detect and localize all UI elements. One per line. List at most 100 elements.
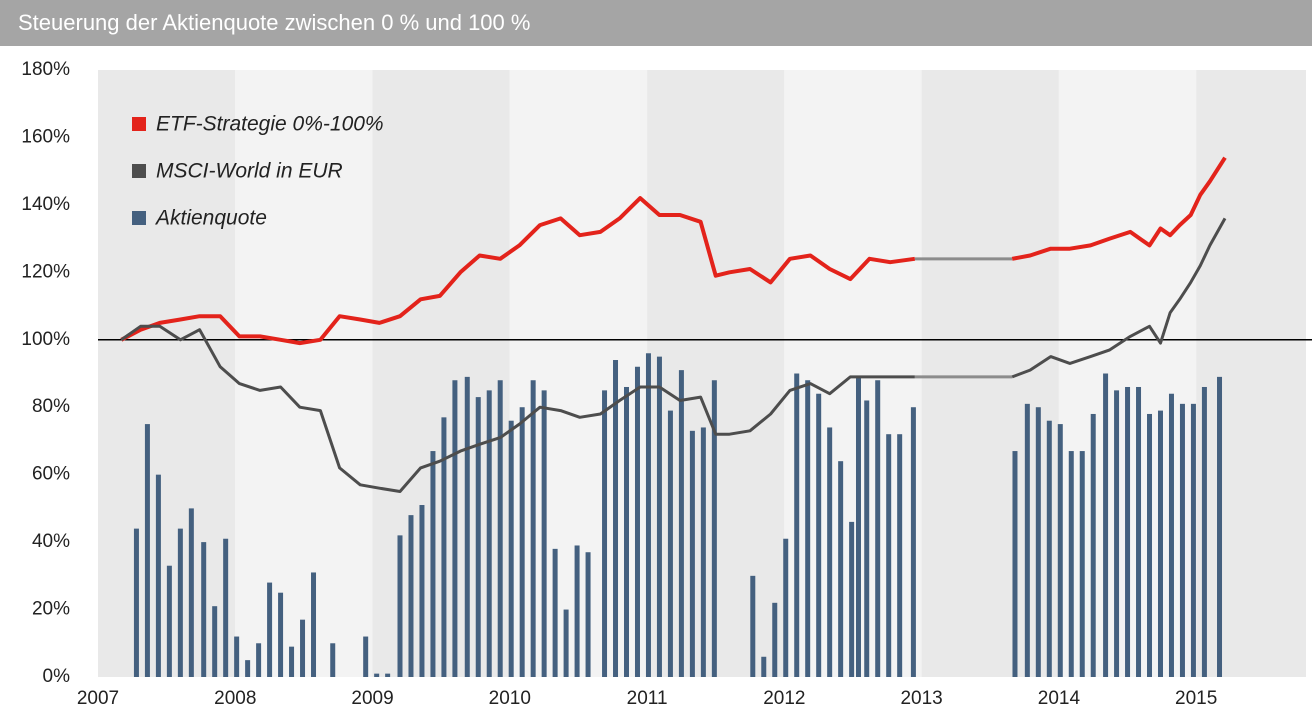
bar [849,521,855,677]
line [120,324,915,493]
line [1011,217,1227,379]
legend-swatch [132,164,146,178]
line [1011,156,1227,261]
bar [155,474,161,677]
bar [166,565,172,677]
bar [1012,451,1018,677]
bar [330,643,336,677]
bar [563,609,569,677]
bar [634,366,640,677]
bar [133,528,139,677]
bar [475,397,481,677]
bar [267,582,273,677]
bar [188,508,194,677]
bar [201,542,207,677]
bar [1114,390,1120,677]
line [120,196,916,346]
bar [1157,410,1163,677]
bar [541,390,547,677]
y-tick-label: 40% [32,531,70,552]
bar [1046,420,1052,677]
legend-label: Aktienquote [154,207,267,230]
bar [552,548,558,677]
bar [1068,451,1074,677]
bar [1057,424,1063,677]
year-band [98,70,236,677]
y-tick-label: 120% [21,261,70,282]
year-band [1196,70,1306,677]
y-tick-label: 100% [21,329,70,350]
y-tick-label: 80% [32,396,70,417]
bar [886,434,892,677]
bar [910,407,916,677]
bar [530,380,536,677]
bar [1125,386,1131,677]
bar [289,646,295,677]
bar [1136,386,1142,677]
bar [419,505,425,677]
bar [1024,403,1030,677]
bar [689,430,695,677]
bar [574,545,580,677]
bar [855,376,861,677]
y-tick-label: 140% [21,194,70,215]
bar [144,424,150,677]
bar [245,660,251,677]
bar [624,386,629,677]
bar [408,515,414,677]
bar [212,606,218,677]
title-bar [0,0,1312,46]
bar [374,673,380,677]
chart-title: Steuerung der Aktienquote zwischen 0 % u… [18,10,530,35]
bar [783,538,789,677]
bar [486,390,492,677]
bar [1035,407,1041,677]
bar [805,380,811,677]
bar [711,380,717,677]
x-tick-label: 2013 [900,688,942,709]
bar [864,400,870,677]
bar [363,636,369,677]
bar [1168,393,1174,677]
legend-label: ETF-Strategie 0%-100% [156,113,384,136]
bar [772,602,778,677]
bar [1090,413,1096,677]
bar [1217,376,1223,677]
bar [177,528,183,677]
bar [441,417,447,677]
bar [508,420,514,677]
bar [827,427,833,677]
bar [397,535,403,677]
y-tick-label: 20% [32,599,70,620]
legend-swatch [132,117,146,131]
bar [1079,451,1085,677]
bar [278,592,284,677]
bar [1190,403,1196,677]
x-tick-label: 2009 [351,688,393,709]
y-tick-label: 0% [43,666,71,687]
bar [1147,413,1153,677]
bar [519,407,525,677]
bar [311,572,317,677]
x-tick-label: 2014 [1038,688,1081,709]
bar [1179,403,1185,677]
bar [602,390,608,677]
bar [667,410,673,677]
legend-swatch [132,211,146,225]
bar [897,434,903,677]
bar [1103,373,1109,677]
bar [234,636,240,677]
bar [585,552,591,677]
bar [1201,386,1207,677]
bar [223,538,229,677]
bar [497,380,503,677]
y-tick-label: 60% [32,464,70,485]
bar [794,373,800,677]
bar [678,370,684,677]
x-tick-label: 2010 [489,688,531,709]
bar [385,673,391,677]
bar [656,356,662,677]
bar [464,376,470,677]
